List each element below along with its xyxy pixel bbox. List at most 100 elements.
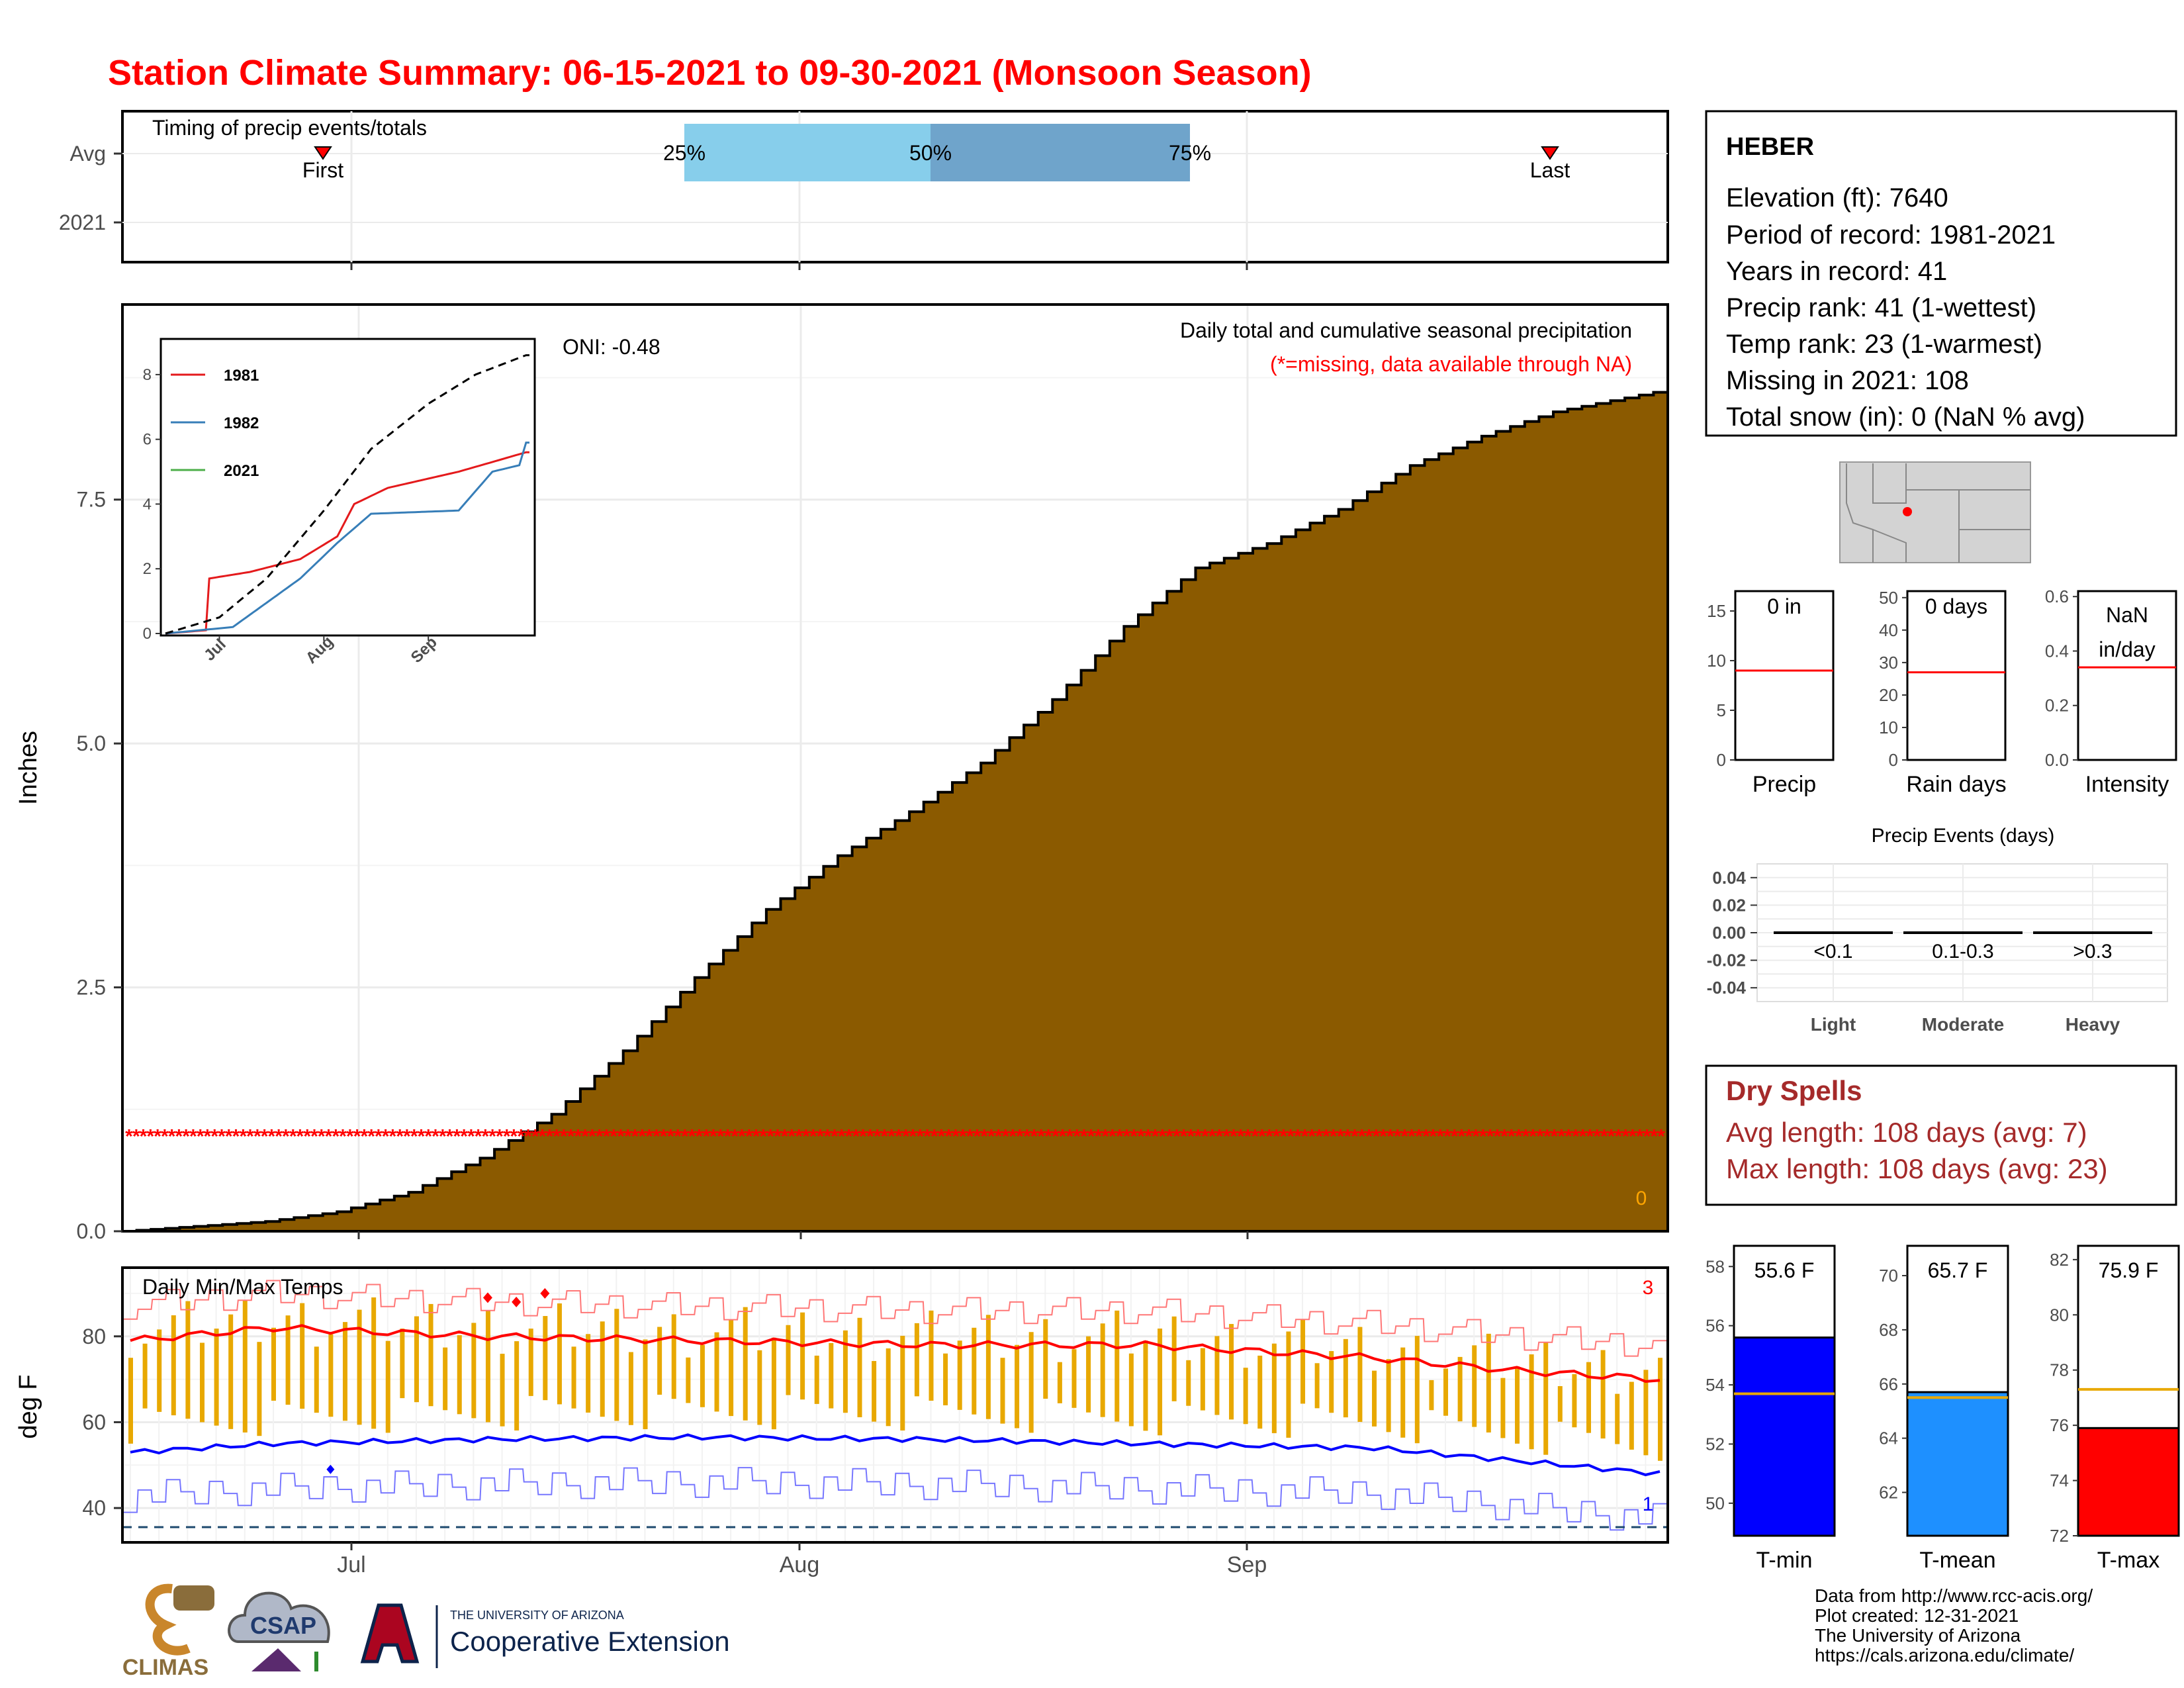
climas-wordmark: CLIMAS: [122, 1655, 208, 1680]
missing-day-marker: *: [1301, 1126, 1309, 1148]
missing-day-marker: *: [1586, 1126, 1594, 1148]
daily-temp-range-bar: [1100, 1323, 1105, 1417]
daily-temp-range-bar: [700, 1344, 705, 1407]
missing-day-marker: *: [375, 1126, 383, 1148]
csap-mountain-icon: [251, 1648, 301, 1671]
missing-day-marker: *: [140, 1126, 148, 1148]
missing-day-marker: *: [246, 1126, 254, 1148]
daily-temp-range-bar: [514, 1341, 520, 1430]
daily-temp-range-bar: [1443, 1368, 1449, 1416]
daily-temp-range-bar: [385, 1340, 390, 1433]
daily-temp-range-bar: [371, 1297, 377, 1429]
missing-day-marker: *: [339, 1126, 347, 1148]
ua-university-name: THE UNIVERSITY OF ARIZONA: [450, 1609, 624, 1622]
daily-temp-range-bar: [1472, 1345, 1477, 1427]
intensity-label: Intensity: [2085, 772, 2169, 797]
missing-day-marker: *: [239, 1126, 247, 1148]
station-missing: Missing in 2021: 108: [1726, 366, 1969, 395]
daily-temp-range-bar: [643, 1339, 648, 1430]
footer-created: Plot created: 12-31-2021: [1815, 1605, 2019, 1626]
missing-day-marker: *: [731, 1126, 739, 1148]
missing-day-marker: *: [1650, 1126, 1658, 1148]
missing-day-marker: *: [1073, 1126, 1081, 1148]
missing-day-marker: *: [802, 1126, 810, 1148]
missing-day-marker: *: [275, 1126, 283, 1148]
daily-temp-range-bar: [1500, 1378, 1506, 1438]
missing-day-marker: *: [1358, 1126, 1366, 1148]
tmax-tick-label-5: 82: [2050, 1250, 2069, 1270]
missing-day-marker: *: [360, 1126, 368, 1148]
missing-day-marker: *: [1472, 1126, 1480, 1148]
precip-events-title: Precip Events (days): [1872, 825, 2055, 847]
season-totals-bars: 0 in Precip 0 5 10 15 0 days Rain days 0 10 20 30 40…: [1707, 586, 2177, 797]
missing-day-marker: *: [1130, 1126, 1138, 1148]
temp-ytick-label-2: 80: [82, 1325, 106, 1348]
tmin-label: T-min: [1756, 1548, 1813, 1573]
missing-day-marker: *: [232, 1126, 240, 1148]
rain_days-tick-label-1: 10: [1879, 718, 1898, 737]
daily-temp-range-bar: [342, 1322, 347, 1421]
missing-day-marker: *: [1152, 1126, 1160, 1148]
events-bin-label-1: 0.1-0.3: [1932, 941, 1993, 962]
daily-temp-range-bar: [943, 1353, 948, 1405]
daily-temp-range-bar: [257, 1342, 262, 1436]
missing-day-marker: *: [1052, 1126, 1060, 1148]
daily-temp-range-bar: [1372, 1370, 1377, 1427]
missing-day-marker: *: [944, 1126, 952, 1148]
missing-day-marker: *: [403, 1126, 411, 1148]
first-marker: [314, 146, 332, 160]
daily-temp-range-bar: [1343, 1338, 1348, 1418]
inset-ytick-label-1: 2: [143, 560, 152, 578]
events-ytick-label-1: 0.02: [1712, 895, 1746, 915]
daily-temp-range-bar: [157, 1329, 162, 1412]
missing-day-marker: *: [396, 1126, 404, 1148]
missing-day-marker: *: [1500, 1126, 1508, 1148]
missing-day-marker: *: [197, 1126, 205, 1148]
tmax-tick-label-1: 74: [2050, 1471, 2069, 1491]
rain_days-tick-label-5: 50: [1879, 588, 1898, 608]
dry-spells-title: Dry Spells: [1726, 1075, 1862, 1106]
missing-day-marker: *: [182, 1126, 190, 1148]
daily-temp-range-bar: [443, 1347, 448, 1411]
daily-temp-range-bar: [285, 1315, 291, 1405]
missing-day-marker: *: [1394, 1126, 1402, 1148]
temp-title: Daily Min/Max Temps: [142, 1275, 343, 1299]
missing-day-marker: *: [1294, 1126, 1302, 1148]
rain_days-tick-label-2: 20: [1879, 685, 1898, 705]
precip-ytick-label-2: 5.0: [77, 731, 106, 755]
cumulative-precip-area: [122, 391, 1669, 1233]
daily-temp-range-bar: [1429, 1380, 1434, 1411]
missing-day-marker: *: [831, 1126, 839, 1148]
missing-day-marker: *: [1016, 1126, 1024, 1148]
missing-day-marker: *: [545, 1126, 553, 1148]
quartile-box-upper: [931, 124, 1190, 181]
missing-day-marker: *: [696, 1126, 704, 1148]
daily-temp-range-bar: [1643, 1370, 1649, 1456]
missing-day-marker: *: [674, 1126, 682, 1148]
missing-day-marker: *: [439, 1126, 447, 1148]
record-high-marker-2: [540, 1288, 550, 1299]
missing-day-marker: *: [645, 1126, 653, 1148]
missing-day-marker: *: [1337, 1126, 1345, 1148]
station-snow: Total snow (in): 0 (NaN % avg): [1726, 402, 2085, 432]
csap-logo: CSAP: [228, 1591, 330, 1671]
missing-day-marker: *: [1493, 1126, 1501, 1148]
daily-temp-range-bar: [1586, 1362, 1592, 1433]
tmax-tick-label-0: 72: [2050, 1526, 2069, 1546]
daily-temp-range-bar: [600, 1321, 605, 1417]
missing-day-marker: *: [1230, 1126, 1238, 1148]
tmax-label: T-max: [2097, 1548, 2160, 1573]
missing-day-marker: *: [895, 1126, 903, 1148]
daily-temp-range-bar: [1043, 1319, 1048, 1399]
missing-day-marker: *: [1579, 1126, 1587, 1148]
daily-temp-range-bar: [1015, 1344, 1020, 1429]
temp-ytick-label-0: 40: [82, 1496, 106, 1520]
daily-temp-range-bar: [1529, 1354, 1534, 1450]
missing-day-marker: *: [560, 1126, 568, 1148]
rain_days-tick-label-4: 40: [1879, 620, 1898, 640]
rain_days-bar-frame: [1906, 590, 2007, 761]
daily-temp-range-bar: [1572, 1374, 1577, 1428]
logos: CLIMAS CSAP THE UNIVERSITY OF ARIZONA Co…: [122, 1583, 730, 1680]
intensity-value-line2: in/day: [2099, 637, 2155, 661]
daily-temp-range-bar: [1314, 1363, 1320, 1409]
